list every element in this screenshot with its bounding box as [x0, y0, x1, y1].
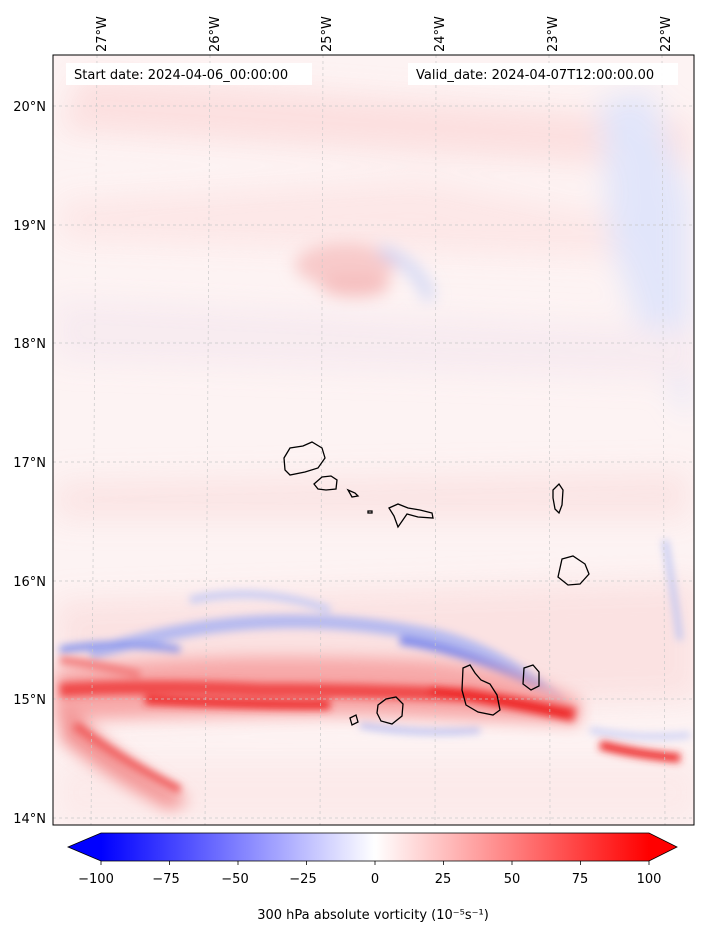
- gridlines: [53, 55, 694, 825]
- island-fogo: [376, 696, 404, 725]
- valid-date-label: Valid_date: 2024-04-07T12:00:00.00: [416, 68, 654, 83]
- island-maio: [522, 664, 540, 691]
- colorbar-tick-label: 25: [435, 872, 452, 887]
- lon-label: 27°W: [95, 16, 110, 52]
- island-brava: [349, 714, 359, 726]
- colorbar-tick-label: 0: [371, 872, 379, 887]
- lon-label: 24°W: [433, 16, 448, 52]
- colorbar: −100 −75 −50 −25 0 25 50 75 100 300 hPa …: [66, 832, 678, 923]
- colorbar-tick-label: 100: [637, 872, 662, 887]
- lon-label: 23°W: [546, 16, 561, 52]
- lat-label: 14°N: [13, 812, 46, 827]
- lat-label: 20°N: [13, 100, 46, 115]
- colorbar-tick-label: −50: [221, 872, 248, 887]
- colorbar-max-extend: [649, 833, 677, 861]
- island-santa-luzia: [346, 488, 360, 498]
- vorticity-field: Start date: 2024-04-06_00:00:00 Valid_da…: [53, 55, 694, 825]
- lon-label: 25°W: [320, 16, 335, 52]
- island-sao-nicolau: [388, 503, 434, 529]
- lat-label: 17°N: [13, 456, 46, 471]
- lat-label: 19°N: [13, 219, 46, 234]
- colorbar-tick-label: 75: [572, 872, 589, 887]
- lon-label: 22°W: [659, 16, 674, 52]
- colorbar-tick-label: −25: [289, 872, 316, 887]
- island-boa-vista: [557, 555, 590, 586]
- lat-label: 16°N: [13, 575, 46, 590]
- island-sal: [552, 482, 564, 515]
- colorbar-tick-label: 50: [504, 872, 521, 887]
- start-date-label: Start date: 2024-04-06_00:00:00: [74, 68, 288, 83]
- longitude-labels: 27°W 26°W 25°W 24°W 23°W 22°W: [95, 16, 674, 52]
- lon-label: 26°W: [208, 16, 223, 52]
- island-santiago: [461, 664, 501, 716]
- lat-label: 15°N: [13, 693, 46, 708]
- colorbar-tick-label: −100: [78, 872, 114, 887]
- latitude-labels: 20°N 19°N 18°N 17°N 16°N 15°N 14°N: [13, 100, 46, 827]
- map-frame: [52, 54, 695, 826]
- coastlines: [283, 441, 590, 726]
- island-santo-antao: [283, 441, 326, 476]
- lat-label: 18°N: [13, 337, 46, 352]
- colorbar-tick-label: −75: [152, 872, 179, 887]
- island-sao-vicente: [313, 475, 338, 491]
- colorbar-min-extend: [68, 833, 101, 861]
- island-ilheu: [367, 510, 373, 514]
- colorbar-label: 300 hPa absolute vorticity (10⁻⁵s⁻¹): [257, 908, 489, 923]
